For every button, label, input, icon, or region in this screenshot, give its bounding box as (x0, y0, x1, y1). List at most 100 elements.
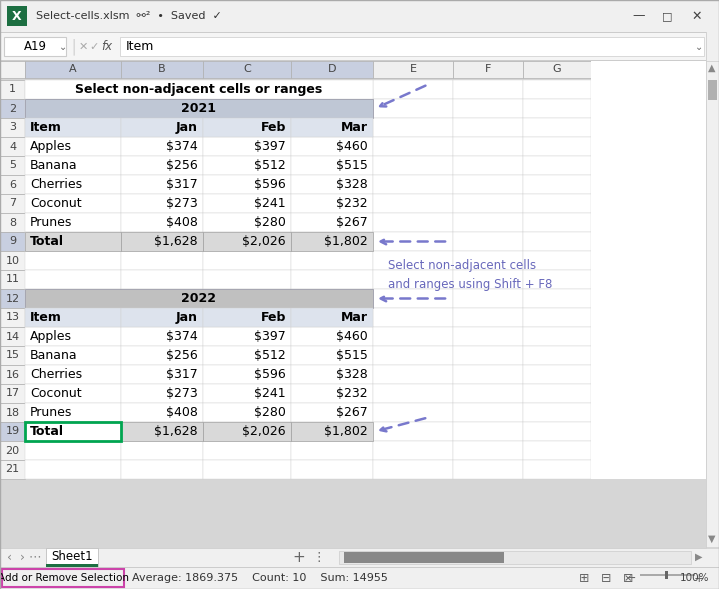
Bar (373, 365, 453, 384)
Text: ▶: ▶ (695, 552, 702, 562)
Bar (203, 346, 291, 365)
Bar (373, 270, 453, 289)
Text: Coconut: Coconut (30, 197, 82, 210)
Bar (373, 422, 453, 441)
Bar (25, 441, 121, 460)
Text: ✕: ✕ (692, 9, 702, 22)
Bar (203, 118, 291, 137)
Text: $267: $267 (336, 406, 368, 419)
Bar (25, 308, 121, 327)
Text: Prunes: Prunes (30, 216, 73, 229)
Text: ✓: ✓ (89, 42, 99, 52)
Bar (203, 403, 291, 422)
Bar (25, 194, 121, 213)
Bar (523, 422, 591, 441)
Text: $515: $515 (336, 349, 368, 362)
Bar (121, 213, 203, 232)
Bar (373, 213, 453, 232)
Text: A: A (69, 65, 77, 74)
Bar (291, 403, 373, 422)
Bar (0, 346, 25, 365)
Bar (523, 327, 591, 346)
Bar (0, 33, 706, 60)
Bar (0, 460, 25, 479)
Bar (291, 213, 373, 232)
Bar (373, 137, 453, 156)
Bar (453, 384, 523, 403)
Bar (0, 567, 719, 568)
Text: 19: 19 (6, 426, 19, 436)
Text: 9: 9 (9, 237, 16, 247)
Text: D: D (328, 65, 336, 74)
Bar (523, 175, 591, 194)
Bar (25, 156, 121, 175)
Bar (203, 460, 291, 479)
Bar (121, 175, 203, 194)
Bar (0, 232, 25, 251)
Text: $2,026: $2,026 (242, 425, 286, 438)
Text: +: + (293, 550, 306, 564)
Bar (291, 232, 373, 251)
Bar (25, 365, 121, 384)
Bar (291, 118, 373, 137)
Text: ▲: ▲ (708, 63, 715, 73)
Text: 16: 16 (6, 369, 19, 379)
Text: $2,026: $2,026 (242, 235, 286, 248)
Bar (453, 99, 523, 118)
Bar (706, 0, 719, 589)
Bar (25, 213, 121, 232)
Text: $328: $328 (336, 368, 368, 381)
Bar (0, 441, 25, 460)
Text: Select non-adjacent cells
and ranges using Shift + F8: Select non-adjacent cells and ranges usi… (388, 259, 552, 291)
Text: $512: $512 (255, 159, 286, 172)
Bar (121, 460, 203, 479)
Text: Total: Total (30, 425, 64, 438)
Text: Banana: Banana (30, 159, 78, 172)
Bar (373, 441, 453, 460)
Bar (203, 61, 291, 78)
Text: +: + (694, 571, 705, 584)
Text: ⌄: ⌄ (59, 42, 67, 52)
Text: Item: Item (30, 121, 62, 134)
Bar (344, 552, 504, 563)
Text: $596: $596 (255, 368, 286, 381)
Text: 100%: 100% (679, 573, 709, 583)
Text: $328: $328 (336, 178, 368, 191)
Text: $273: $273 (166, 387, 198, 400)
Text: ⌄: ⌄ (695, 42, 703, 52)
Text: $280: $280 (254, 216, 286, 229)
Bar (121, 327, 203, 346)
Bar (523, 365, 591, 384)
Text: E: E (410, 65, 416, 74)
Text: B: B (158, 65, 166, 74)
Bar (121, 156, 203, 175)
Bar (203, 308, 291, 327)
Bar (25, 289, 373, 308)
Bar (203, 137, 291, 156)
Bar (121, 118, 203, 137)
Bar (640, 574, 695, 576)
Bar (0, 118, 25, 137)
Text: C: C (243, 65, 251, 74)
Bar (291, 289, 373, 308)
Text: 2: 2 (9, 104, 16, 114)
Bar (121, 441, 203, 460)
Bar (0, 80, 25, 99)
Bar (373, 118, 453, 137)
Bar (203, 327, 291, 346)
Bar (591, 61, 706, 479)
Bar (25, 308, 121, 327)
Bar (453, 137, 523, 156)
Bar (121, 232, 203, 251)
Text: $241: $241 (255, 387, 286, 400)
Bar (523, 232, 591, 251)
Bar (121, 61, 203, 78)
Text: 21: 21 (6, 465, 19, 475)
Bar (523, 213, 591, 232)
Text: $460: $460 (336, 330, 368, 343)
Bar (203, 441, 291, 460)
Bar (291, 270, 373, 289)
Bar (291, 156, 373, 175)
Text: 14: 14 (6, 332, 19, 342)
Text: Mar: Mar (341, 121, 368, 134)
